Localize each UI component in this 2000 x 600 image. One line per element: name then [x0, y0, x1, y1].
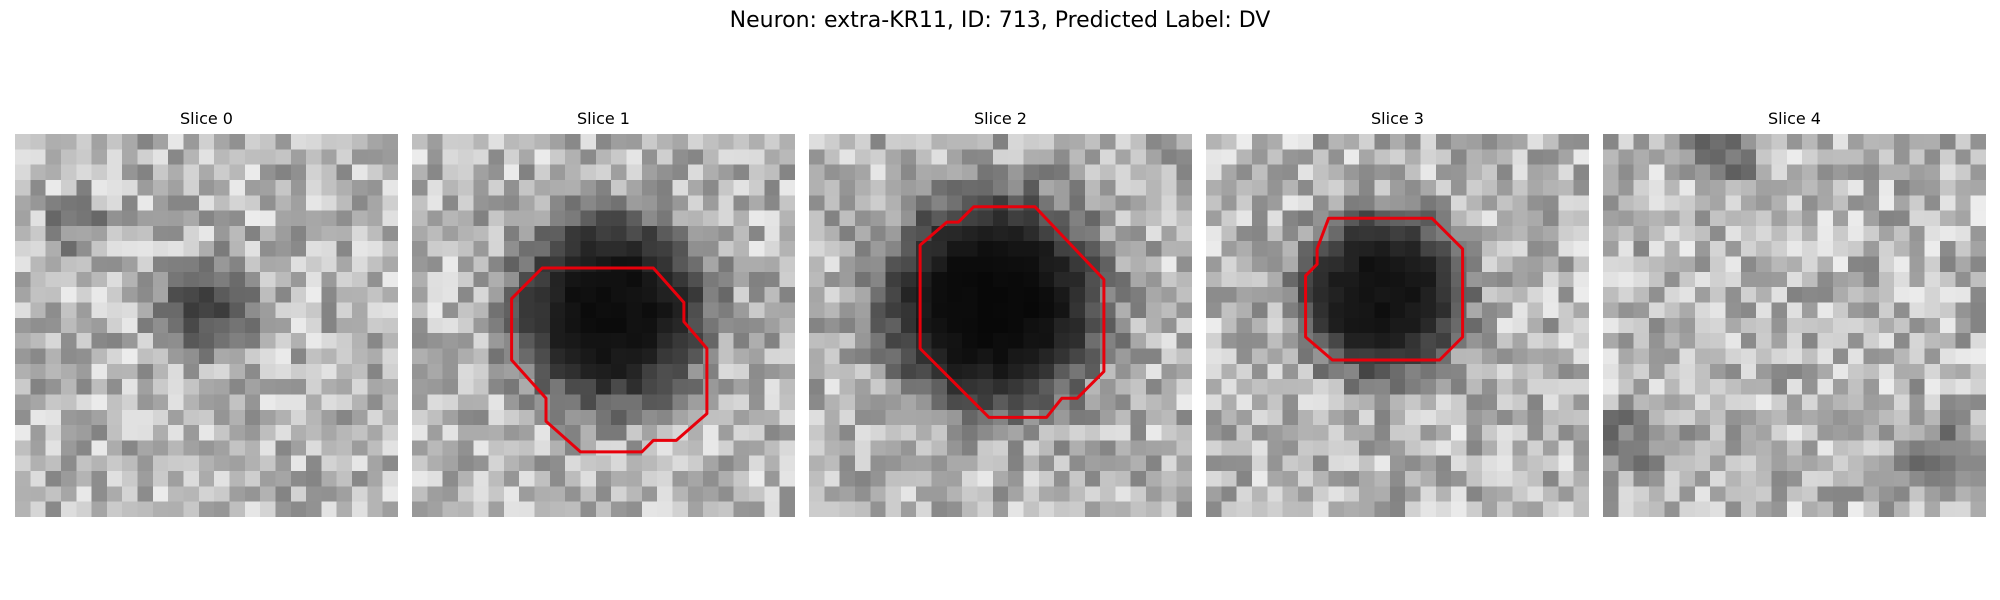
slice-title-1: Slice 1 [577, 109, 630, 128]
pixel-grid [1603, 134, 1986, 517]
slice-image-3 [1206, 134, 1589, 517]
pixel-grid [15, 134, 398, 517]
slice-image-0 [15, 134, 398, 517]
slice-panel-0: Slice 0 [15, 108, 398, 517]
slice-title-3: Slice 3 [1371, 109, 1424, 128]
roi-contour [918, 205, 1106, 419]
slice-panel-4: Slice 4 [1603, 108, 1986, 517]
pixel-grid [809, 134, 1192, 517]
pixel-grid [412, 134, 795, 517]
slice-panel-2: Slice 2 [809, 108, 1192, 517]
slice-panel-1: Slice 1 [412, 108, 795, 517]
roi-contour [510, 266, 709, 454]
roi-contour [1304, 216, 1465, 362]
slice-image-4 [1603, 134, 1986, 517]
slice-title-4: Slice 4 [1768, 109, 1821, 128]
pixel-grid [1206, 134, 1589, 517]
figure-title: Neuron: extra-KR11, ID: 713, Predicted L… [729, 8, 1271, 33]
slice-panel-3: Slice 3 [1206, 108, 1589, 517]
slice-title-0: Slice 0 [180, 109, 233, 128]
slice-image-1 [412, 134, 795, 517]
slice-image-2 [809, 134, 1192, 517]
slice-title-2: Slice 2 [974, 109, 1027, 128]
